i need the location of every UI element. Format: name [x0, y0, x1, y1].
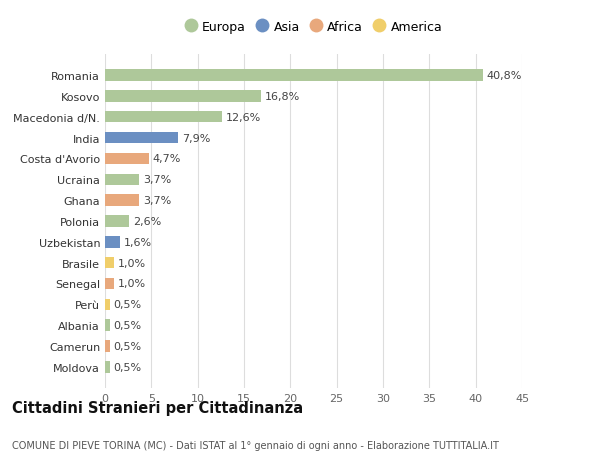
Text: 1,6%: 1,6% [124, 237, 152, 247]
Text: 1,0%: 1,0% [118, 279, 146, 289]
Bar [105, 70, 483, 82]
Text: 1,0%: 1,0% [118, 258, 146, 268]
Bar [105, 320, 110, 331]
Bar [105, 236, 120, 248]
Bar [105, 216, 129, 227]
Text: 4,7%: 4,7% [152, 154, 181, 164]
Bar [105, 195, 139, 207]
Text: 0,5%: 0,5% [113, 362, 142, 372]
Text: 40,8%: 40,8% [487, 71, 522, 81]
Text: 0,5%: 0,5% [113, 300, 142, 310]
Bar [105, 278, 114, 290]
Bar [105, 153, 149, 165]
Text: 0,5%: 0,5% [113, 341, 142, 351]
Bar [105, 174, 139, 185]
Bar [105, 112, 222, 123]
Bar [105, 91, 260, 102]
Bar [105, 257, 114, 269]
Text: COMUNE DI PIEVE TORINA (MC) - Dati ISTAT al 1° gennaio di ogni anno - Elaborazio: COMUNE DI PIEVE TORINA (MC) - Dati ISTAT… [12, 440, 499, 450]
Text: Cittadini Stranieri per Cittadinanza: Cittadini Stranieri per Cittadinanza [12, 400, 303, 415]
Text: 2,6%: 2,6% [133, 217, 161, 226]
Text: 3,7%: 3,7% [143, 175, 171, 185]
Text: 7,9%: 7,9% [182, 133, 210, 143]
Bar [105, 361, 110, 373]
Text: 3,7%: 3,7% [143, 196, 171, 206]
Bar [105, 133, 178, 144]
Legend: Europa, Asia, Africa, America: Europa, Asia, Africa, America [185, 22, 442, 34]
Bar [105, 341, 110, 352]
Bar [105, 299, 110, 310]
Text: 12,6%: 12,6% [226, 112, 261, 123]
Text: 0,5%: 0,5% [113, 320, 142, 330]
Text: 16,8%: 16,8% [265, 92, 299, 102]
